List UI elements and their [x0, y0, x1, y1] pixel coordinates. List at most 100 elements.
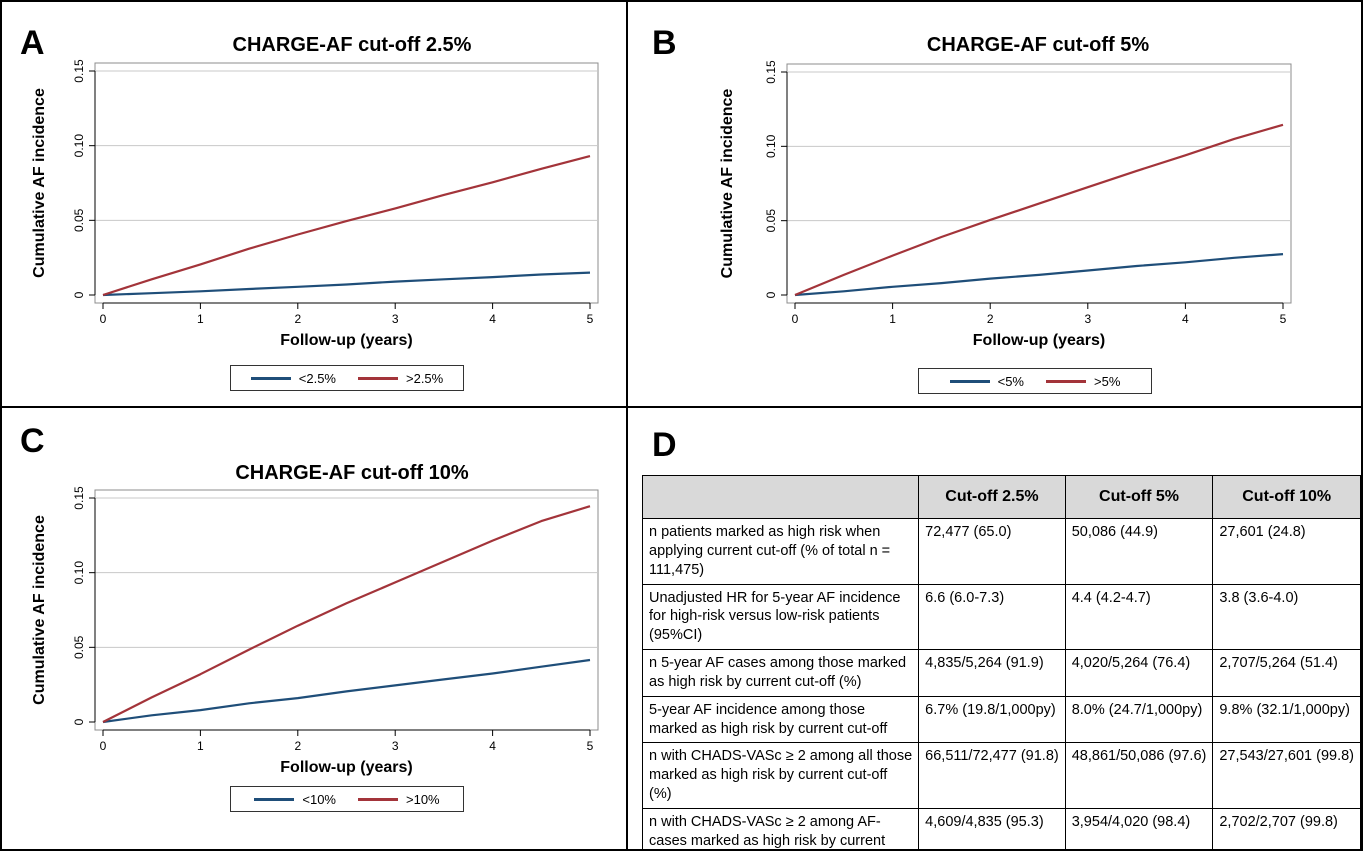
- x-tick-label: 4: [489, 312, 496, 326]
- legend-swatch-high: [358, 376, 398, 380]
- table-cell: 48,861/50,086 (97.6): [1064, 742, 1214, 809]
- table-header-cell: Cut-off 2.5%: [918, 475, 1066, 519]
- chart-a: 0 0.05 0.10 0.15 0 1 2 3 4 5 Follow-up (years) Cumu…: [31, 59, 599, 349]
- table-cell: 8.0% (24.7/1,000py): [1064, 695, 1214, 744]
- table-cell: 72,477 (65.0): [918, 518, 1066, 585]
- table-row: n 5-year AF cases among those marked as …: [641, 649, 1361, 697]
- legend-item-low: <10%: [254, 792, 336, 807]
- table-cell: 27,601 (24.8): [1212, 518, 1361, 585]
- legend-swatch-high: [358, 797, 398, 801]
- table-cell: 4.4 (4.2-4.7): [1064, 583, 1214, 651]
- y-axis-label: Cumulative AF incidence: [31, 515, 48, 705]
- plot-area: [94, 62, 599, 304]
- panel-d: D Cut-off 2.5% Cut-off 5% Cut-off 10% n …: [626, 406, 1363, 851]
- series-line-high: [102, 505, 591, 723]
- row-label: 5-year AF incidence among those marked a…: [641, 695, 920, 744]
- x-tick-label: 4: [489, 739, 496, 753]
- panel-letter: D: [652, 426, 677, 464]
- y-tick-label: 0.15: [72, 486, 86, 510]
- table-cell: 6.6 (6.0-7.3): [918, 583, 1066, 651]
- legend: <10% >10%: [230, 786, 464, 812]
- table-cell: 9.8% (32.1/1,000py): [1212, 695, 1361, 744]
- plot-area: [94, 489, 599, 731]
- legend-swatch-high: [1046, 379, 1086, 383]
- series-line-high: [102, 155, 591, 297]
- row-label: n with CHADS-VASc ≥ 2 among all those ma…: [641, 742, 920, 809]
- table-header-cell: Cut-off 5%: [1064, 475, 1214, 519]
- table-cell: 3.8 (3.6-4.0): [1212, 583, 1361, 651]
- table-row: n with CHADS-VASc ≥ 2 among AF-cases mar…: [641, 807, 1361, 849]
- legend-item-high: >2.5%: [358, 371, 443, 386]
- series-line-low: [102, 271, 591, 297]
- table-row: Unadjusted HR for 5-year AF incidence fo…: [641, 583, 1361, 651]
- series-line-high: [794, 123, 1284, 297]
- x-tick-label: 1: [889, 312, 896, 326]
- table-cell: 2,702/2,707 (99.8): [1212, 807, 1361, 849]
- legend-item-low: <2.5%: [250, 370, 336, 386]
- x-tick-label: 4: [1182, 312, 1189, 326]
- y-tick-label: 0: [764, 291, 778, 298]
- y-tick-label: 0.15: [72, 59, 86, 83]
- chart-c: 0 0.05 0.10 0.15 0 1 2 3 4 5 Follow-up (years) Cumu…: [31, 486, 599, 776]
- x-axis-label: Follow-up (years): [280, 759, 412, 776]
- panel-letter: C: [20, 422, 45, 460]
- x-tick-label: 2: [294, 739, 301, 753]
- legend-label-low: <2.5%: [298, 370, 336, 386]
- y-tick-label: 0.05: [764, 209, 778, 233]
- y-tick-label: 0.10: [72, 561, 86, 585]
- x-tick-label: 3: [392, 739, 399, 753]
- series-line-low: [102, 658, 591, 724]
- x-axis-label: Follow-up (years): [973, 332, 1105, 349]
- y-tick-label: 0.05: [72, 208, 86, 232]
- y-tick-label: 0: [72, 718, 86, 725]
- x-tick-label: 2: [987, 312, 994, 326]
- legend-swatch-low: [254, 797, 295, 801]
- row-label: n 5-year AF cases among those marked as …: [641, 649, 920, 697]
- table-cell: 6.7% (19.8/1,000py): [918, 695, 1066, 744]
- table-header-row: Cut-off 2.5% Cut-off 5% Cut-off 10%: [641, 475, 1361, 519]
- results-table: Cut-off 2.5% Cut-off 5% Cut-off 10% n pa…: [641, 475, 1361, 849]
- y-axis-label: Cumulative AF incidence: [719, 89, 736, 279]
- table-cell: 27,543/27,601 (99.8): [1212, 742, 1361, 809]
- legend-label-high: >2.5%: [406, 370, 444, 386]
- table-cell: 66,511/72,477 (91.8): [918, 742, 1066, 809]
- x-tick-label: 5: [587, 312, 594, 326]
- x-axis-label: Follow-up (years): [280, 332, 412, 349]
- y-tick-label: 0.05: [72, 635, 86, 659]
- panel-letter: B: [652, 24, 677, 62]
- chart-title: CHARGE-AF cut-off 10%: [235, 462, 469, 484]
- x-tick-label: 5: [1280, 312, 1287, 326]
- table-header-cell: Cut-off 10%: [1212, 475, 1361, 519]
- x-tick-label: 3: [392, 312, 399, 326]
- y-tick-label: 0.10: [72, 134, 86, 158]
- row-label: Unadjusted HR for 5-year AF incidence fo…: [641, 583, 920, 651]
- row-label: n with CHADS-VASc ≥ 2 among AF-cases mar…: [641, 807, 920, 849]
- legend-swatch-low: [949, 379, 990, 383]
- legend-label-high: >10%: [406, 791, 440, 807]
- legend: <5% >5%: [918, 368, 1152, 394]
- chart-b: 0 0.05 0.10 0.15 0 1 2 3 4 5 Follow-up (years) Cumu…: [719, 60, 1292, 349]
- table-cell: 50,086 (44.9): [1064, 518, 1214, 585]
- table-cell: 3,954/4,020 (98.4): [1064, 807, 1214, 849]
- table-row: n with CHADS-VASc ≥ 2 among all those ma…: [641, 742, 1361, 809]
- table-cell: 4,609/4,835 (95.3): [918, 807, 1066, 849]
- x-tick-label: 2: [294, 312, 301, 326]
- series-line-low: [794, 253, 1284, 297]
- x-tick-label: 0: [792, 312, 799, 326]
- y-tick-label: 0: [72, 291, 86, 298]
- legend-item-high: >5%: [1046, 374, 1120, 389]
- y-tick-label: 0.15: [764, 60, 778, 84]
- table-row: n patients marked as high risk when appl…: [641, 518, 1361, 585]
- x-tick-label: 3: [1084, 312, 1091, 326]
- table-header-cell: [641, 475, 920, 519]
- x-tick-label: 5: [587, 739, 594, 753]
- legend: <2.5% >2.5%: [230, 365, 464, 391]
- legend-item-high: >10%: [358, 792, 440, 807]
- y-tick-label: 0.10: [764, 134, 778, 158]
- table-cell: 4,835/5,264 (91.9): [918, 649, 1066, 697]
- x-tick-label: 0: [100, 312, 107, 326]
- x-tick-label: 0: [100, 739, 107, 753]
- y-axis-label: Cumulative AF incidence: [31, 88, 48, 278]
- legend-label-low: <10%: [302, 791, 336, 807]
- table-cell: 2,707/5,264 (51.4): [1212, 649, 1361, 697]
